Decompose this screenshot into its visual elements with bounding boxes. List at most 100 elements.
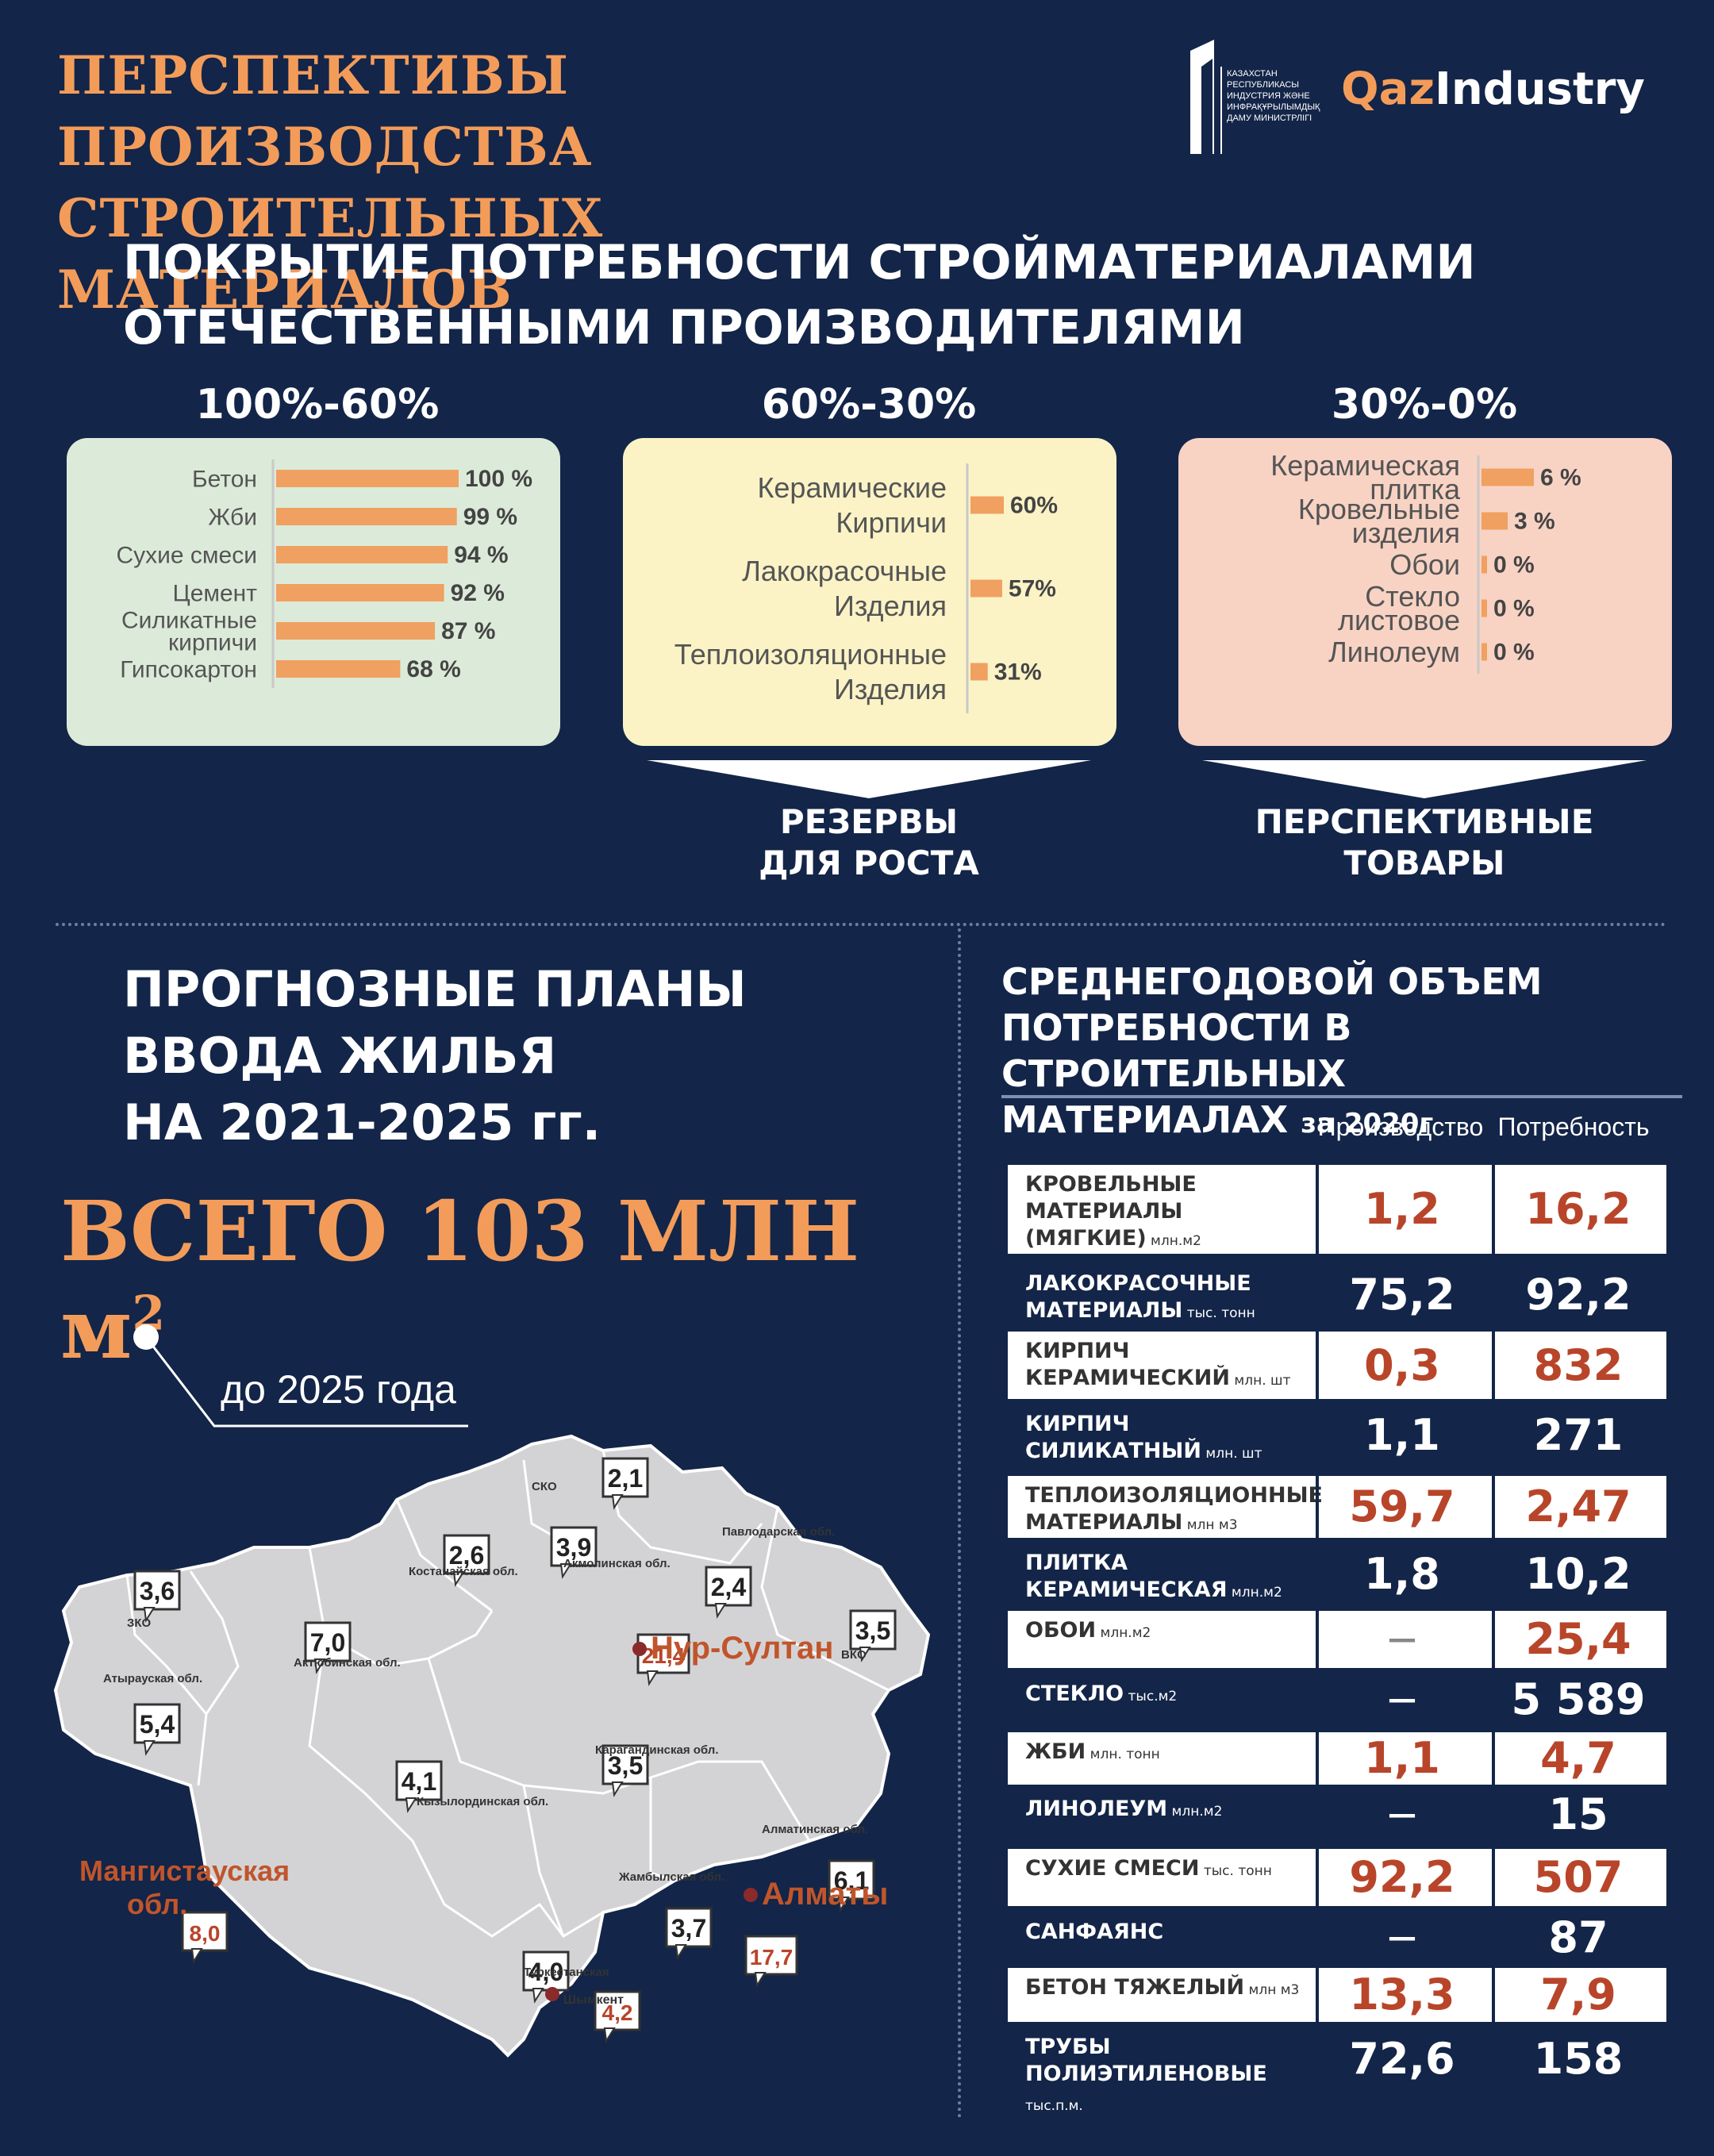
- region-value: 6,1: [834, 1866, 869, 1895]
- production-value: 1,8: [1364, 1549, 1440, 1599]
- production-value: 75,2: [1349, 1270, 1455, 1320]
- table-title: СРЕДНЕГОДОВОЙ ОБЪЕМ ПОТРЕБНОСТИ В СТРОИТ…: [1001, 959, 1700, 1147]
- region-name: Мангистауская обл.: [79, 1854, 290, 1920]
- table-row: КИРПИЧ СИЛИКАТНЫЙ млн. шт 1,1 271: [1008, 1405, 1666, 1466]
- coverage-value-label: 0 %: [1493, 596, 1535, 622]
- table-row: БЕТОН ТЯЖЕЛЫЙ млн м3 13,3 7,9: [1008, 1968, 1666, 2022]
- table-row-label: БЕТОН ТЯЖЕЛЫЙ млн м3: [1025, 1974, 1311, 2004]
- material-name: ПЛИТКА КЕРАМИЧЕСКАЯ: [1025, 1551, 1228, 1602]
- coverage-category-label: Бетон: [192, 467, 257, 493]
- coverage-chart-low: Керамическая плитка 6 % Кровельные изделия 3 …: [1270, 449, 1581, 674]
- table-row-label: КИРПИЧ СИЛИКАТНЫЙ млн. шт: [1025, 1411, 1311, 1467]
- region-value-box: [304, 1621, 352, 1662]
- region-value: 4,1: [402, 1767, 436, 1796]
- region-value-box: [133, 1703, 181, 1744]
- column-header-production: Производство: [1317, 1113, 1484, 1141]
- coverage-value-label: 100 %: [465, 466, 532, 492]
- demand-value: 87: [1548, 1912, 1608, 1962]
- table-title-line3: МАТЕРИАЛАХ: [1001, 1098, 1289, 1141]
- cell-separator: [1316, 1332, 1319, 1399]
- cell-separator: [1492, 1968, 1495, 2022]
- demand-value: 7,9: [1540, 1970, 1616, 2020]
- table-title-line2: ПОТРЕБНОСТИ В СТРОИТЕЛЬНЫХ: [1001, 1006, 1352, 1095]
- region-value: 2,4: [711, 1573, 747, 1601]
- table-row-label: СУХИЕ СМЕСИ тыс. тонн: [1025, 1855, 1311, 1885]
- coverage-bar: [276, 622, 436, 640]
- region-value-box: [744, 1935, 798, 1976]
- coverage-panel-mid: Керамические Кирпичи 60% Лакокрасочные Издел…: [623, 438, 1116, 746]
- region-name: Актюбинская обл.: [294, 1656, 401, 1670]
- table-row-label: ТЕПЛОИЗОЛЯЦИОННЫЕ МАТЕРИАЛЫ млн м3: [1025, 1482, 1323, 1539]
- demand-value: 25,4: [1525, 1614, 1631, 1664]
- until-callout: [133, 1324, 468, 1428]
- region-name: Атырауская обл.: [103, 1672, 202, 1685]
- region-value: 3,9: [556, 1533, 591, 1562]
- cell-separator: [1492, 1332, 1495, 1399]
- production-value: —: [1388, 1683, 1416, 1716]
- cell-separator: [1316, 1732, 1319, 1785]
- region-name: Туркестанская: [524, 1966, 609, 1979]
- material-name: КИРПИЧ КЕРАМИЧЕСКИЙ: [1025, 1339, 1231, 1390]
- arrow-growth-shape: [647, 760, 1091, 798]
- coverage-value-label: 87 %: [441, 618, 495, 644]
- coverage-value-label: 99 %: [463, 504, 517, 530]
- demand-value: 2,47: [1525, 1482, 1631, 1531]
- region-name: Павлодарская обл.: [722, 1525, 835, 1539]
- demand-value: 507: [1533, 1852, 1624, 1902]
- table-row-label: ОБОИ млн.м2: [1025, 1617, 1311, 1647]
- material-name: СТЕКЛО: [1025, 1681, 1124, 1706]
- table-row-label: ЛАКОКРАСОЧНЫЕ МАТЕРИАЛЫ тыс. тонн: [1025, 1270, 1311, 1327]
- housing-total: ВСЕГО 103 МЛН м2: [60, 1182, 949, 1378]
- housing-title-line1: ПРОГНОЗНЫЕ ПЛАНЫ: [123, 960, 747, 1018]
- cell-separator: [1316, 1968, 1319, 2022]
- table-title-line1: СРЕДНЕГОДОВОЙ ОБЪЕМ: [1001, 960, 1543, 1003]
- coverage-value-label: 3 %: [1514, 509, 1555, 535]
- region-name: ВКО: [841, 1648, 867, 1662]
- coverage-category-label: Силикатные кирпичи: [121, 608, 257, 656]
- material-name: ЖБИ: [1025, 1739, 1086, 1764]
- housing-title-line2: ВВОДА ЖИЛЬЯ: [123, 1027, 557, 1085]
- coverage-bar: [276, 508, 457, 525]
- table-row: ЛАКОКРАСОЧНЫЕ МАТЕРИАЛЫ тыс. тонн 75,2 92,…: [1008, 1264, 1666, 1326]
- material-name: КИРПИЧ СИЛИКАТНЫЙ: [1025, 1412, 1201, 1463]
- production-value: 59,7: [1349, 1482, 1455, 1531]
- table-row-label: КИРПИЧ КЕРАМИЧЕСКИЙ млн. шт: [1025, 1338, 1311, 1394]
- coverage-bar: [276, 584, 444, 601]
- cell-separator: [1492, 1165, 1495, 1254]
- main-title-line2: СТРОИТЕЛЬНЫХ МАТЕРИАЛОВ: [57, 187, 604, 321]
- qazindustry-logo: QazIndustry: [1341, 63, 1645, 115]
- demand-value: 92,2: [1525, 1270, 1631, 1320]
- coverage-category-label: Сухие смеси: [116, 543, 257, 569]
- region-name: Акмолинская обл.: [563, 1557, 671, 1570]
- region-name: ЗКО: [127, 1616, 152, 1630]
- material-unit: млн м3: [1182, 1517, 1238, 1533]
- region-value: 8,0: [190, 1921, 221, 1946]
- region-value-box: [443, 1534, 490, 1575]
- coverage-title-line2: ОТЕЧЕСТВЕННЫМИ ПРОИЗВОДИТЕЛЯМИ: [123, 300, 1245, 355]
- region-value: 3,6: [140, 1577, 175, 1605]
- production-value: —: [1388, 1623, 1416, 1655]
- logo-prefix: Qaz: [1341, 63, 1435, 115]
- coverage-value-label: 57%: [1009, 576, 1056, 602]
- material-unit: тыс. тонн: [1182, 1305, 1255, 1321]
- coverage-category-label: Керамическая плитка: [1270, 449, 1461, 505]
- cell-separator: [1316, 1476, 1319, 1538]
- logo-suffix: Industry: [1435, 63, 1645, 115]
- table-row: ТЕПЛОИЗОЛЯЦИОННЫЕ МАТЕРИАЛЫ млн м3 59,7 2,…: [1008, 1476, 1666, 1538]
- housing-title: ПРОГНОЗНЫЕ ПЛАНЫ ВВОДА ЖИЛЬЯ НА 2021-202…: [123, 956, 917, 1156]
- region-value-box: [133, 1570, 181, 1611]
- region-value: 7,0: [310, 1628, 345, 1657]
- demand-value: 271: [1533, 1410, 1624, 1460]
- material-name: ТРУБЫ ПОЛИЭТИЛЕНОВЫЕ: [1025, 2035, 1267, 2086]
- table-row-label: КРОВЕЛЬНЫЕ МАТЕРИАЛЫ (МЯГКИЕ) млн.м2: [1025, 1171, 1311, 1255]
- housing-title-line3: НА 2021-2025 гг.: [123, 1093, 601, 1151]
- coverage-bar: [970, 663, 988, 681]
- coverage-bar: [1481, 468, 1534, 486]
- region-name: Жамбылская обл.: [618, 1870, 724, 1884]
- region-value: 3,7: [671, 1914, 706, 1943]
- table-row-label: ЛИНОЛЕУМ млн.м2: [1025, 1796, 1311, 1825]
- table-row-label: ПЛИТКА КЕРАМИЧЕСКАЯ млн.м2: [1025, 1550, 1311, 1606]
- table-row: ПЛИТКА КЕРАМИЧЕСКАЯ млн.м2 1,8 10,2: [1008, 1543, 1666, 1605]
- coverage-category-label: Гипсокартон: [120, 657, 257, 683]
- coverage-category-label: Жби: [208, 505, 257, 531]
